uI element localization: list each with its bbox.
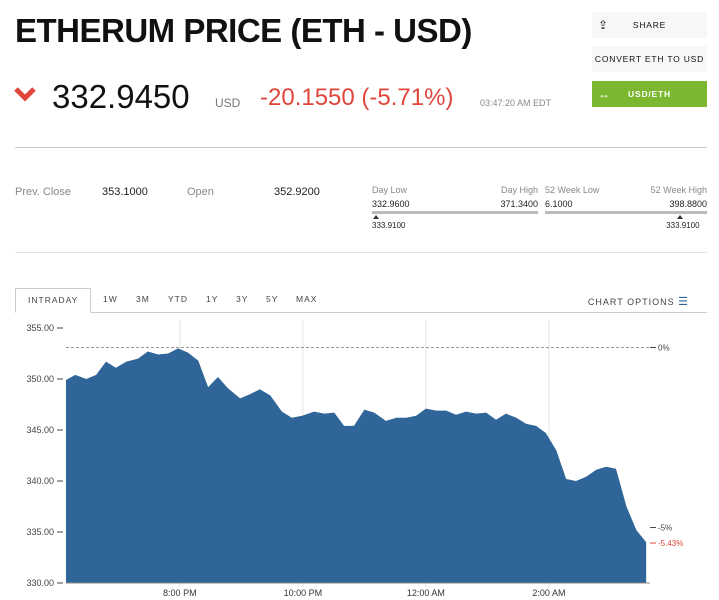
usd-eth-label: USD/ETH [628,89,671,99]
range-current: 333.9100 [372,221,406,230]
day-range: Day Low Day High 332.9600 371.3400 333.9100 [372,185,538,235]
y-tick-label: 340.00 [26,476,54,486]
tab[interactable]: MAX [296,294,318,304]
prev-close-value: 353.1000 [102,186,148,198]
week52-range: 52 Week Low 52 Week High 6.1000 398.8800 333… [545,185,707,235]
title: ETHERUM PRICE (ETH - USD) [15,12,472,49]
current-marker-label: -5.43% [658,539,683,548]
time: 03:47:20 AM EDT [480,98,552,108]
tab[interactable]: INTRADAY [15,288,92,313]
tab[interactable]: 3M [136,294,150,304]
range-high: 398.8800 [669,199,707,209]
tab[interactable]: 3Y [236,294,249,304]
range-high-label: Day High [500,185,538,195]
range-high-label: 52 Week High [650,185,707,195]
x-tick-label: 2:00 AM [532,588,565,598]
range-bar [372,211,538,214]
range-low: 332.9600 [372,199,410,209]
open-value: 352.9200 [274,186,320,198]
tab[interactable]: YTD [168,294,188,304]
convert-button[interactable]: CONVERT ETH TO USD [592,46,707,72]
range-high: 371.3400 [500,199,538,209]
tab[interactable]: 1W [103,294,118,304]
divider [15,147,707,148]
x-tick-label: 12:00 AM [407,588,445,598]
range-bar [545,211,707,214]
chart-options-label: CHART OPTIONS [587,297,675,307]
tab[interactable]: 1Y [206,294,219,304]
menu-icon: ☰ [678,296,689,308]
range-low-label: Day Low [372,185,408,195]
convert-label: CONVERT ETH TO USD [594,54,705,64]
usd-eth-button[interactable]: ↔ USD/ETH [592,81,707,107]
change: -20.1550 (-5.71%) [260,84,454,111]
y-tick-label: 345.00 [26,425,54,435]
swap-icon: ↔ [598,87,611,101]
share-icon: ⇪ [598,18,609,32]
y-tick-label: 330.00 [26,578,54,588]
tab[interactable]: 5Y [266,294,279,304]
down-arrow [14,87,36,102]
range-marker [677,215,684,219]
currency: USD [215,96,241,110]
share-label: SHARE [632,20,667,30]
y-tick-label: 350.00 [26,374,54,384]
y2-tick-label: -5% [658,524,672,533]
tab-bar: INTRADAY 1W 3M YTD 1Y 3Y 5Y MAX [15,288,707,313]
range-low-label: 52 Week Low [545,185,600,195]
y2-tick-label: 0% [658,343,670,352]
open-label: Open [187,186,214,198]
x-tick-label: 8:00 PM [163,588,197,598]
chart-options[interactable]: CHART OPTIONS ☰ [588,295,689,308]
y-tick-label: 335.00 [26,527,54,537]
y-tick-label: 355.00 [26,323,54,333]
area [66,348,647,583]
x-tick-label: 10:00 PM [284,588,323,598]
range-low: 6.1000 [545,199,573,209]
range-marker [373,215,380,219]
price: 332.9450 [52,78,190,115]
range-current: 333.9100 [666,221,700,230]
divider [15,252,707,253]
share-button[interactable]: ⇪ SHARE [592,12,707,38]
prev-close-label: Prev. Close [15,186,72,198]
